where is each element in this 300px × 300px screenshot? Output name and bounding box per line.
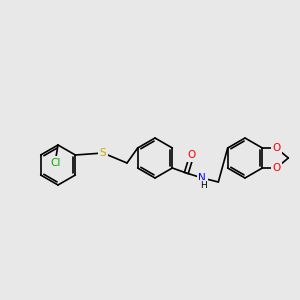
Text: N: N (198, 173, 206, 183)
Text: O: O (272, 163, 281, 173)
Text: Cl: Cl (51, 158, 61, 168)
Text: H: H (200, 182, 207, 190)
Text: O: O (187, 150, 195, 160)
Text: O: O (272, 143, 281, 153)
Text: S: S (100, 148, 106, 158)
